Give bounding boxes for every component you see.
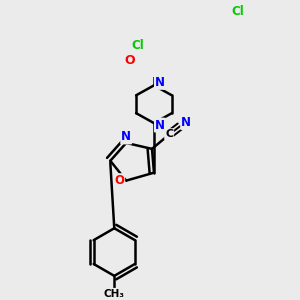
Text: N: N [155, 76, 165, 89]
Text: CH₃: CH₃ [104, 289, 125, 299]
Text: N: N [181, 116, 191, 129]
Text: N: N [121, 130, 131, 143]
Text: Cl: Cl [132, 39, 145, 52]
Text: N: N [155, 118, 165, 132]
Text: O: O [114, 174, 124, 187]
Text: C: C [165, 129, 173, 139]
Text: O: O [125, 54, 136, 67]
Text: Cl: Cl [231, 5, 244, 18]
